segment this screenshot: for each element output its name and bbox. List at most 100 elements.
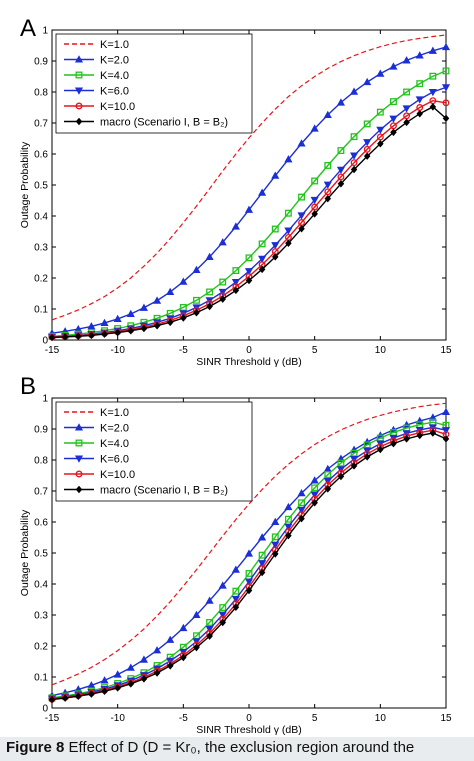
data-point bbox=[179, 303, 187, 311]
data-point bbox=[297, 488, 306, 497]
caption-text: Effect of D (D = Kr₀, the exclusion regi… bbox=[68, 739, 415, 756]
x-tick-label: 0 bbox=[246, 713, 252, 724]
y-tick-label: 0.4 bbox=[34, 580, 48, 591]
data-point bbox=[114, 328, 121, 337]
data-point bbox=[298, 224, 305, 233]
data-point bbox=[337, 173, 345, 181]
y-tick-label: 0.9 bbox=[34, 57, 48, 68]
data-point bbox=[416, 80, 424, 88]
data-point bbox=[127, 326, 135, 335]
y-tick-label: 0.2 bbox=[34, 274, 48, 285]
data-point bbox=[205, 596, 214, 604]
data-point bbox=[323, 478, 332, 486]
data-point bbox=[271, 225, 279, 233]
data-point bbox=[350, 462, 358, 470]
data-point bbox=[231, 595, 240, 604]
data-point bbox=[244, 205, 254, 213]
y-tick-label: 1 bbox=[42, 26, 48, 37]
data-point bbox=[48, 695, 56, 704]
data-point bbox=[205, 252, 214, 260]
data-point bbox=[245, 276, 253, 285]
data-point bbox=[311, 177, 319, 185]
data-point bbox=[350, 159, 358, 167]
data-point bbox=[232, 603, 240, 612]
data-point bbox=[258, 188, 267, 196]
y-tick-label: 0 bbox=[42, 336, 48, 347]
legend-marker bbox=[74, 87, 84, 95]
data-point bbox=[442, 99, 450, 107]
data-point bbox=[258, 240, 266, 248]
data-point bbox=[297, 506, 306, 515]
data-point bbox=[271, 517, 280, 526]
data-point bbox=[337, 179, 345, 188]
data-point bbox=[232, 286, 240, 295]
data-point bbox=[245, 570, 253, 577]
data-point bbox=[429, 72, 437, 80]
series-1 bbox=[47, 42, 451, 337]
data-point bbox=[245, 586, 253, 595]
data-point bbox=[363, 77, 372, 86]
data-point bbox=[415, 96, 424, 104]
data-point bbox=[219, 295, 226, 303]
data-point bbox=[258, 255, 267, 264]
data-point bbox=[416, 109, 423, 118]
legend-label: K=1.0 bbox=[100, 39, 129, 51]
data-point bbox=[298, 499, 305, 507]
data-point bbox=[310, 196, 319, 205]
data-point bbox=[336, 166, 345, 175]
data-point bbox=[441, 84, 451, 92]
data-point bbox=[428, 88, 437, 97]
data-point bbox=[442, 67, 450, 75]
data-point bbox=[87, 322, 96, 330]
x-tick-label: 15 bbox=[440, 713, 452, 724]
data-point bbox=[363, 139, 372, 147]
x-tick-label: 0 bbox=[246, 345, 252, 356]
legend-marker bbox=[74, 455, 84, 463]
data-point bbox=[218, 288, 227, 297]
data-point bbox=[218, 611, 227, 619]
legend-label: K=4.0 bbox=[100, 438, 129, 450]
data-point bbox=[244, 578, 254, 586]
data-point bbox=[100, 676, 109, 684]
data-point bbox=[114, 684, 121, 692]
data-point bbox=[166, 635, 175, 643]
data-point bbox=[140, 675, 148, 683]
y-tick-label: 0.7 bbox=[34, 119, 48, 130]
data-point bbox=[297, 139, 306, 147]
y-tick-label: 0.6 bbox=[34, 150, 48, 161]
data-point bbox=[180, 653, 187, 662]
y-tick-label: 0.2 bbox=[34, 642, 48, 653]
data-point bbox=[166, 318, 174, 327]
data-point bbox=[403, 118, 410, 127]
data-point bbox=[193, 643, 200, 652]
data-point bbox=[402, 105, 411, 113]
legend-label: K=1.0 bbox=[100, 407, 129, 419]
x-tick-label: 5 bbox=[312, 713, 318, 724]
y-tick-label: 1 bbox=[42, 394, 48, 405]
figure-caption: Figure 8 Effect of D (D = Kr₀, the exclu… bbox=[6, 739, 474, 761]
x-tick-label: -5 bbox=[179, 345, 188, 356]
data-point bbox=[428, 46, 437, 54]
data-point bbox=[298, 193, 305, 201]
data-point bbox=[390, 128, 397, 137]
data-point bbox=[271, 242, 280, 250]
chart-panel-b: B -15 -10 -5 0 5 10 15 0 0.1 0.2 0.3 0.4 0.5 0.6 0.7 0.8… bbox=[19, 373, 452, 736]
data-point bbox=[350, 152, 359, 160]
legend-marker bbox=[75, 117, 83, 126]
data-point bbox=[258, 560, 267, 568]
data-point bbox=[101, 330, 108, 338]
data-point bbox=[232, 267, 240, 275]
data-point bbox=[297, 212, 306, 220]
data-point bbox=[231, 278, 240, 287]
legend-marker bbox=[74, 55, 84, 63]
y-tick-label: 0.1 bbox=[34, 305, 48, 316]
y-tick-label: 0.1 bbox=[34, 673, 48, 684]
data-point bbox=[310, 124, 319, 132]
data-point bbox=[153, 646, 162, 654]
data-point bbox=[139, 655, 148, 663]
data-point bbox=[180, 314, 187, 322]
data-point bbox=[336, 98, 345, 106]
data-point bbox=[232, 587, 240, 595]
data-point bbox=[48, 333, 56, 342]
